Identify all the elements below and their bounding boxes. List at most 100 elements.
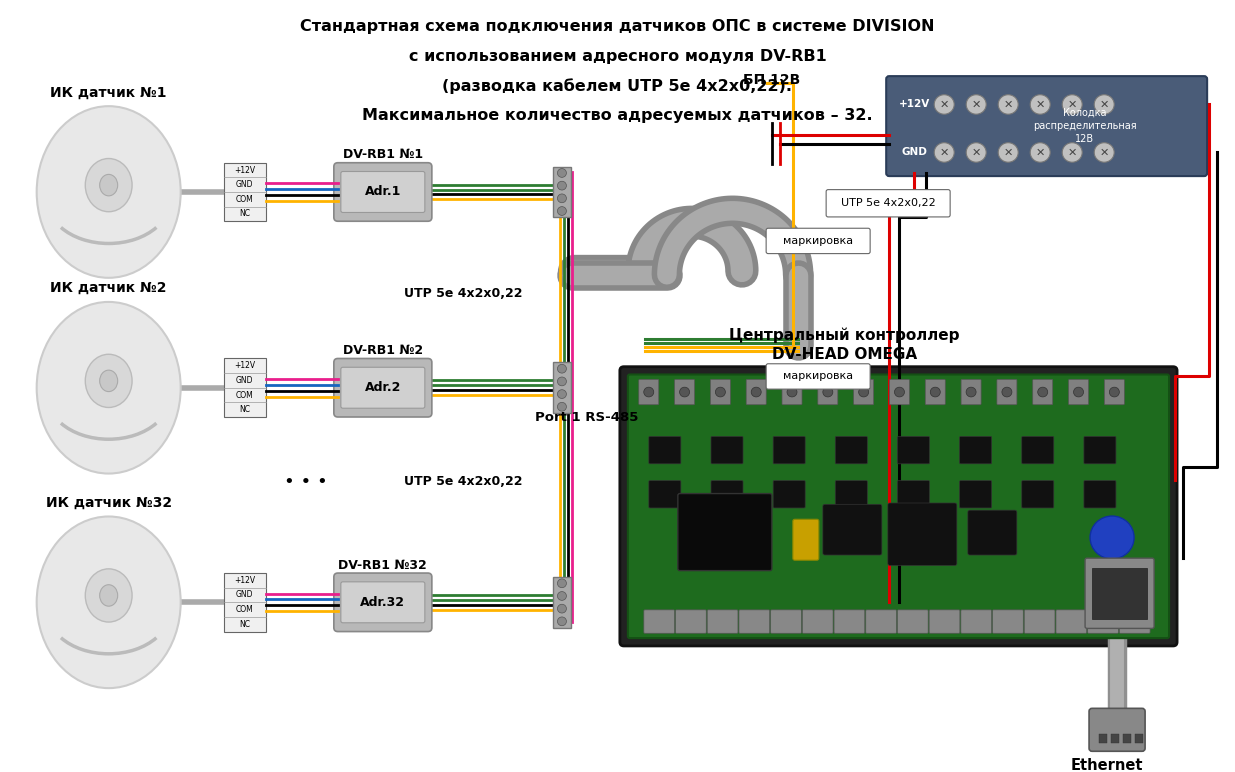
Bar (224, 358, 266, 417)
FancyBboxPatch shape (925, 379, 945, 405)
FancyBboxPatch shape (826, 190, 950, 217)
Text: ИК датчик №2: ИК датчик №2 (51, 281, 167, 295)
FancyBboxPatch shape (1021, 481, 1053, 508)
Circle shape (557, 377, 567, 386)
Circle shape (1002, 388, 1011, 397)
FancyBboxPatch shape (803, 610, 834, 633)
FancyBboxPatch shape (1088, 610, 1119, 633)
Text: NC: NC (240, 620, 249, 628)
Circle shape (557, 168, 567, 178)
Circle shape (930, 388, 940, 397)
Text: Стандартная схема подключения датчиков ОПС в системе DIVISION: Стандартная схема подключения датчиков О… (300, 19, 935, 34)
Text: +12V: +12V (233, 576, 256, 585)
FancyBboxPatch shape (766, 229, 871, 254)
Circle shape (751, 388, 761, 397)
FancyBboxPatch shape (834, 610, 864, 633)
FancyBboxPatch shape (835, 436, 867, 464)
Text: DV-HEAD OMEGA: DV-HEAD OMEGA (772, 347, 918, 363)
Text: +12V: +12V (233, 361, 256, 371)
FancyBboxPatch shape (1104, 379, 1124, 405)
FancyBboxPatch shape (889, 379, 909, 405)
FancyBboxPatch shape (997, 379, 1016, 405)
Text: Максимальное количество адресуемых датчиков – 32.: Максимальное количество адресуемых датчи… (362, 107, 873, 123)
FancyBboxPatch shape (929, 610, 960, 633)
Circle shape (715, 388, 725, 397)
Text: ✕: ✕ (940, 100, 948, 110)
Circle shape (823, 388, 832, 397)
Text: ✕: ✕ (972, 147, 981, 157)
Circle shape (557, 617, 567, 626)
Circle shape (1037, 388, 1047, 397)
FancyBboxPatch shape (678, 493, 772, 571)
Circle shape (679, 388, 689, 397)
Circle shape (557, 604, 567, 613)
FancyBboxPatch shape (1084, 481, 1116, 508)
Circle shape (894, 388, 904, 397)
Text: Adr.2: Adr.2 (364, 381, 401, 394)
Circle shape (557, 591, 567, 601)
Text: NC: NC (240, 209, 249, 218)
Bar (1123, 733, 1131, 743)
FancyBboxPatch shape (1056, 610, 1087, 633)
Text: ✕: ✕ (940, 147, 948, 157)
Text: Adr.1: Adr.1 (364, 185, 401, 198)
Text: +12V: +12V (899, 100, 930, 110)
Text: Ethernet: Ethernet (1071, 758, 1144, 772)
Text: (разводка кабелем UTP 5e 4x2x0,22).: (разводка кабелем UTP 5e 4x2x0,22). (442, 78, 793, 94)
Text: маркировка: маркировка (783, 236, 853, 246)
Text: ✕: ✕ (1035, 147, 1045, 157)
Circle shape (787, 388, 797, 397)
Circle shape (998, 95, 1018, 114)
Bar (224, 163, 266, 222)
Circle shape (1091, 516, 1134, 559)
FancyBboxPatch shape (648, 481, 680, 508)
FancyBboxPatch shape (766, 364, 871, 389)
Text: GND: GND (902, 147, 927, 157)
Text: GND: GND (236, 180, 253, 189)
FancyBboxPatch shape (771, 610, 802, 633)
FancyBboxPatch shape (708, 610, 739, 633)
Text: Колодка
распределительная
12В: Колодка распределительная 12В (1032, 108, 1136, 144)
Ellipse shape (37, 516, 180, 688)
Circle shape (643, 388, 653, 397)
FancyBboxPatch shape (853, 379, 873, 405)
Ellipse shape (100, 584, 117, 606)
Text: ✕: ✕ (1067, 100, 1077, 110)
Circle shape (557, 390, 567, 398)
FancyBboxPatch shape (674, 379, 694, 405)
Text: GND: GND (236, 591, 253, 600)
FancyBboxPatch shape (961, 610, 992, 633)
FancyBboxPatch shape (333, 163, 432, 222)
Text: ✕: ✕ (1099, 100, 1109, 110)
Text: ✕: ✕ (1004, 147, 1013, 157)
Text: UTP 5e 4x2x0,22: UTP 5e 4x2x0,22 (404, 287, 522, 300)
FancyBboxPatch shape (638, 379, 658, 405)
Ellipse shape (100, 174, 117, 196)
FancyBboxPatch shape (711, 436, 743, 464)
Ellipse shape (37, 302, 180, 473)
FancyBboxPatch shape (333, 573, 432, 631)
FancyBboxPatch shape (739, 610, 769, 633)
Circle shape (1030, 95, 1050, 114)
FancyBboxPatch shape (333, 358, 432, 417)
Circle shape (1062, 95, 1082, 114)
Circle shape (966, 388, 976, 397)
Text: БП 12В: БП 12В (743, 73, 800, 86)
Text: GND: GND (236, 376, 253, 385)
FancyBboxPatch shape (676, 610, 706, 633)
Text: ✕: ✕ (972, 100, 981, 110)
Text: DV-RB1 №1: DV-RB1 №1 (343, 148, 422, 161)
FancyBboxPatch shape (961, 379, 981, 405)
Circle shape (934, 95, 955, 114)
FancyBboxPatch shape (1119, 610, 1150, 633)
FancyBboxPatch shape (898, 610, 929, 633)
Text: COM: COM (236, 195, 253, 204)
FancyBboxPatch shape (866, 610, 897, 633)
Circle shape (1094, 143, 1114, 162)
FancyBboxPatch shape (1021, 436, 1053, 464)
Text: маркировка: маркировка (783, 371, 853, 381)
Text: ✕: ✕ (1067, 147, 1077, 157)
Text: UTP 5e 4x2x0,22: UTP 5e 4x2x0,22 (404, 476, 522, 489)
FancyBboxPatch shape (1089, 709, 1145, 751)
FancyBboxPatch shape (773, 436, 805, 464)
